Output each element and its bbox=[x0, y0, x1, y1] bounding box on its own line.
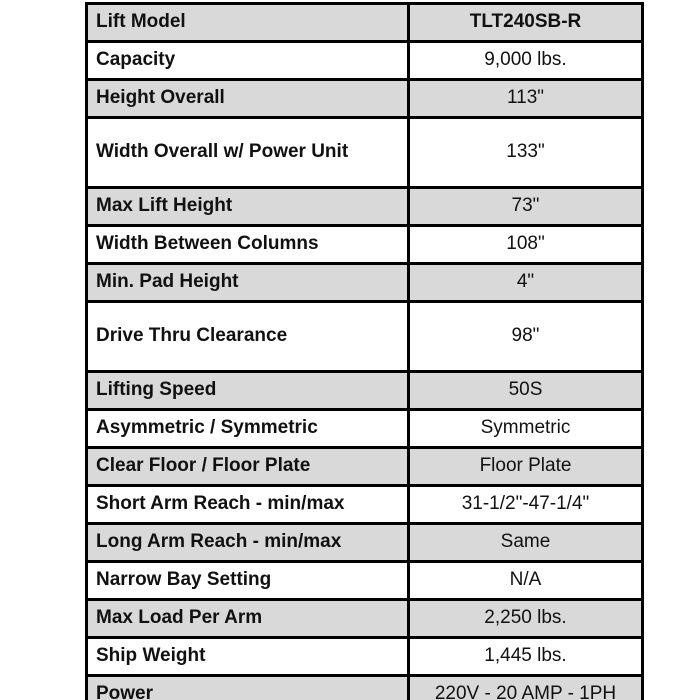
spec-value: 31-1/2"-47-1/4" bbox=[407, 484, 644, 525]
spec-label: Asymmetric / Symmetric bbox=[85, 408, 410, 449]
table-row: Power 220V - 20 AMP - 1PH bbox=[85, 674, 644, 700]
spec-value: Symmetric bbox=[407, 408, 644, 449]
spec-value: 73" bbox=[407, 186, 644, 227]
spec-value: 50S bbox=[407, 370, 644, 411]
spec-value: TLT240SB-R bbox=[407, 2, 644, 43]
spec-label: Max Load Per Arm bbox=[85, 598, 410, 639]
spec-label: Clear Floor / Floor Plate bbox=[85, 446, 410, 487]
spec-label: Narrow Bay Setting bbox=[85, 560, 410, 601]
spec-table-body: Lift Model TLT240SB-R Capacity 9,000 lbs… bbox=[85, 2, 644, 700]
spec-label: Min. Pad Height bbox=[85, 262, 410, 303]
table-row: Lifting Speed 50S bbox=[85, 370, 644, 411]
table-row: Narrow Bay Setting N/A bbox=[85, 560, 644, 601]
spec-value: 220V - 20 AMP - 1PH bbox=[407, 674, 644, 700]
table-row: Asymmetric / Symmetric Symmetric bbox=[85, 408, 644, 449]
spec-value: Floor Plate bbox=[407, 446, 644, 487]
spec-label: Short Arm Reach - min/max bbox=[85, 484, 410, 525]
spec-value: Same bbox=[407, 522, 644, 563]
table-row: Min. Pad Height 4" bbox=[85, 262, 644, 303]
table-row: Width Between Columns 108" bbox=[85, 224, 644, 265]
lift-spec-table: Lift Model TLT240SB-R Capacity 9,000 lbs… bbox=[85, 2, 644, 700]
table-row: Ship Weight 1,445 lbs. bbox=[85, 636, 644, 677]
table-row: Clear Floor / Floor Plate Floor Plate bbox=[85, 446, 644, 487]
spec-label: Long Arm Reach - min/max bbox=[85, 522, 410, 563]
spec-value: N/A bbox=[407, 560, 644, 601]
table-row: Drive Thru Clearance 98" bbox=[85, 300, 644, 373]
spec-value: 9,000 lbs. bbox=[407, 40, 644, 81]
table-row: Long Arm Reach - min/max Same bbox=[85, 522, 644, 563]
spec-value: 113" bbox=[407, 78, 644, 119]
table-row: Max Lift Height 73" bbox=[85, 186, 644, 227]
table-row: Capacity 9,000 lbs. bbox=[85, 40, 644, 81]
spec-value: 98" bbox=[407, 300, 644, 373]
table-row: Max Load Per Arm 2,250 lbs. bbox=[85, 598, 644, 639]
spec-label: Lift Model bbox=[85, 2, 410, 43]
spec-label: Ship Weight bbox=[85, 636, 410, 677]
spec-value: 1,445 lbs. bbox=[407, 636, 644, 677]
table-row: Height Overall 113" bbox=[85, 78, 644, 119]
table-row: Short Arm Reach - min/max 31-1/2"-47-1/4… bbox=[85, 484, 644, 525]
spec-value: 108" bbox=[407, 224, 644, 265]
spec-value: 4" bbox=[407, 262, 644, 303]
spec-label: Power bbox=[85, 674, 410, 700]
table-row: Lift Model TLT240SB-R bbox=[85, 2, 644, 43]
spec-label: Width Between Columns bbox=[85, 224, 410, 265]
spec-label: Max Lift Height bbox=[85, 186, 410, 227]
spec-value: 133" bbox=[407, 116, 644, 189]
spec-label: Height Overall bbox=[85, 78, 410, 119]
spec-label: Capacity bbox=[85, 40, 410, 81]
spec-label: Drive Thru Clearance bbox=[85, 300, 410, 373]
table-row: Width Overall w/ Power Unit 133" bbox=[85, 116, 644, 189]
spec-value: 2,250 lbs. bbox=[407, 598, 644, 639]
spec-label: Width Overall w/ Power Unit bbox=[85, 116, 410, 189]
spec-label: Lifting Speed bbox=[85, 370, 410, 411]
